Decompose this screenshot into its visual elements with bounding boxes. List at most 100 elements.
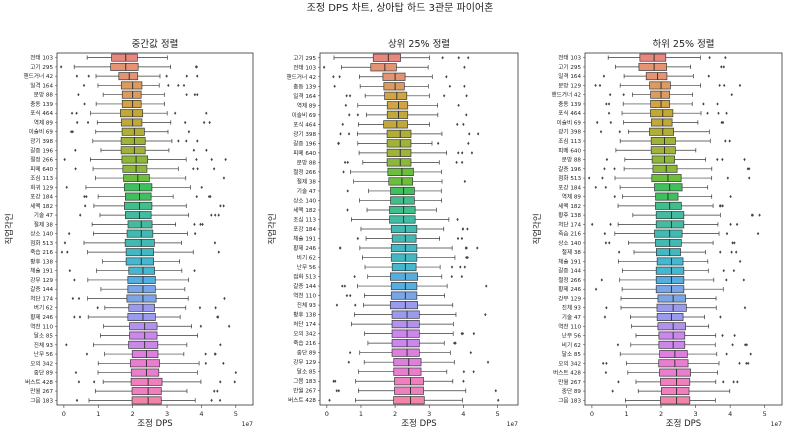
outlier-point (96, 306, 99, 310)
box-body (650, 109, 674, 118)
box-35: 그믐 183 (293, 377, 465, 386)
outlier-point (465, 113, 468, 117)
category-label: 이슬비 69 (29, 128, 54, 136)
outlier-point (466, 255, 469, 260)
outlier-point (758, 213, 761, 217)
x-tick-label: 2 (659, 410, 663, 418)
outlier-point (205, 148, 208, 152)
outlier-point (463, 265, 467, 269)
box-body (393, 396, 425, 405)
box-body (658, 340, 686, 349)
outlier-point (70, 130, 73, 134)
box-19: 포강 184 (293, 224, 469, 234)
x-tick-label: 1 (359, 410, 363, 418)
category-label: 난무 56 (34, 350, 54, 358)
category-label: 오의 342 (30, 360, 53, 367)
x-scale-label: 1e7 (771, 421, 783, 428)
outlier-point (222, 204, 225, 208)
outlier-point (83, 194, 86, 199)
category-label: 점화 513 (30, 240, 53, 247)
outlier-point (322, 65, 326, 69)
category-label: 고기 295 (558, 63, 581, 71)
category-label: 일격 164 (293, 92, 316, 100)
outlier-point (193, 232, 197, 236)
outlier-point (234, 370, 238, 375)
category-label: 그믐 183 (558, 397, 581, 404)
box-20: 상소 140 (30, 230, 197, 238)
box-13: 피메 640 (30, 165, 216, 173)
x-tick-label: 3 (694, 410, 698, 418)
outlier-point (333, 379, 337, 383)
outlier-point (85, 352, 89, 356)
outlier-point (462, 370, 466, 374)
box-body (656, 313, 684, 321)
box-body (655, 211, 685, 220)
outlier-point (346, 189, 349, 193)
outlier-point (356, 113, 360, 117)
outlier-point (720, 120, 723, 125)
box-23: 난무 56 (297, 262, 467, 272)
outlier-point (333, 84, 336, 88)
box-35: 중단 89 (34, 369, 238, 377)
category-label: 버스트 428 (288, 396, 316, 404)
outlier-point (85, 194, 88, 199)
category-label: 죽습 216 (30, 248, 53, 256)
x-tick-label: 4 (461, 410, 465, 418)
category-label: 조심 113 (293, 215, 316, 223)
outlier-point (748, 176, 751, 180)
box-body (393, 358, 422, 367)
outlier-point (348, 113, 351, 117)
y-axis-label: 직업각인 (4, 213, 15, 244)
outlier-point (716, 102, 719, 106)
outlier-point (78, 315, 82, 319)
box-22: 비기 62 (297, 253, 469, 262)
outlier-point (733, 333, 736, 338)
outlier-point (341, 284, 344, 288)
category-label: 진체 93 (34, 341, 54, 349)
x-tick-label: 5 (234, 410, 238, 418)
category-label: 광기 398 (293, 130, 316, 138)
box-body (650, 99, 670, 108)
box-38: 그믐 183 (558, 396, 716, 404)
outlier-point (339, 246, 342, 250)
box-body (657, 322, 686, 331)
outlier-point (608, 93, 612, 97)
category-label: 강무 129 (558, 295, 581, 302)
plot-frame (584, 52, 783, 406)
outlier-point (476, 132, 480, 136)
box-body (382, 72, 406, 81)
box-27: 처단 174 (30, 294, 226, 302)
box-body (390, 291, 418, 300)
box-31: 죽습 216 (293, 339, 457, 348)
outlier-point (722, 269, 725, 273)
outlier-point (213, 241, 217, 245)
box-19: 절제 38 (34, 220, 204, 228)
outlier-point (609, 120, 613, 125)
box-body (394, 377, 424, 386)
box-1: 전태 103 (30, 54, 168, 62)
box-body (639, 53, 667, 62)
box-body (386, 158, 412, 167)
outlier-point (485, 284, 488, 288)
box-body (127, 220, 153, 229)
box-body (128, 303, 155, 312)
box-body (391, 348, 420, 357)
box-body (387, 167, 414, 176)
outlier-point (337, 389, 341, 393)
x-tick-label: 0 (325, 410, 329, 418)
outlier-point (346, 160, 349, 165)
box-body (125, 248, 154, 257)
category-label: 절정 266 (558, 276, 581, 284)
outlier-point (607, 111, 611, 115)
outlier-point (463, 65, 466, 69)
box-body (121, 127, 145, 136)
outlier-point (68, 269, 72, 273)
category-label: 갈증 144 (558, 267, 581, 275)
category-label: 피메 640 (30, 165, 53, 173)
box-body (649, 81, 671, 90)
category-label: 절제 38 (297, 177, 317, 185)
outlier-point (335, 389, 338, 393)
outlier-point (456, 217, 459, 222)
outlier-point (185, 139, 188, 143)
